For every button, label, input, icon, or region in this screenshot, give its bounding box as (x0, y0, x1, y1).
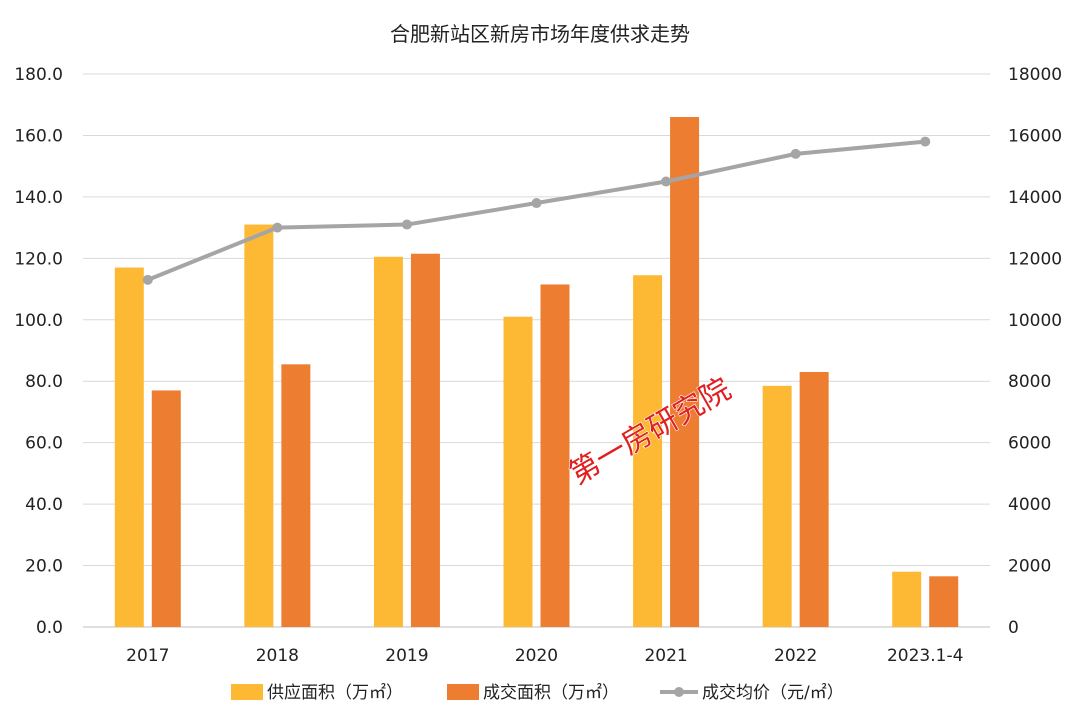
price-point (142, 274, 153, 285)
sales-bar (540, 284, 570, 627)
legend-swatch (447, 684, 479, 700)
x-tick-label: 2018 (256, 646, 299, 666)
y-right-tick-label: 16000 (1008, 126, 1062, 146)
y-left-tick-label: 60.0 (25, 434, 63, 454)
chart-title: 合肥新站区新房市场年度供求走势 (390, 22, 690, 46)
x-tick-label: 2019 (385, 646, 428, 666)
legend: 供应面积（万㎡） 成交面积（万㎡） 成交均价（元/㎡） (231, 683, 844, 703)
price-point (401, 219, 412, 230)
y-right-tick-label: 2000 (1008, 557, 1051, 577)
sales-bar (670, 117, 700, 627)
y-right-tick-label: 14000 (1008, 188, 1062, 208)
x-tick-label: 2022 (774, 646, 817, 666)
y-right-tick-label: 12000 (1008, 249, 1062, 269)
legend-label: 成交面积（万㎡） (483, 683, 619, 703)
y-left-tick-label: 180.0 (14, 65, 63, 85)
sales-bar (410, 253, 440, 627)
legend-swatch (231, 684, 263, 700)
y-right-tick-label: 10000 (1008, 311, 1062, 331)
y-left-tick-label: 80.0 (25, 372, 63, 392)
gridlines (83, 73, 990, 628)
y-right-tick-label: 4000 (1008, 495, 1051, 515)
supply-bar (892, 571, 922, 627)
y-left-tick-label: 0.0 (36, 618, 63, 638)
sales-bar (281, 364, 311, 627)
x-tick-label: 2017 (126, 646, 169, 666)
x-tick-label: 2021 (644, 646, 687, 666)
y-left-tick-label: 20.0 (25, 557, 63, 577)
sales-bar (929, 576, 959, 627)
price-point (790, 148, 801, 159)
y-right-tick-label: 0 (1008, 618, 1019, 638)
x-tick-label: 2023.1-4 (887, 646, 963, 666)
supply-bar (633, 275, 663, 627)
y-right-tick-label: 18000 (1008, 65, 1062, 85)
legend-item-supply: 供应面积（万㎡） (231, 683, 403, 703)
y-left-tick-label: 140.0 (14, 188, 63, 208)
legend-label: 供应面积（万㎡） (267, 683, 403, 703)
bars (114, 117, 959, 628)
supply-bar (244, 224, 274, 628)
price-point (531, 198, 542, 209)
y-right-tick-label: 6000 (1008, 434, 1051, 454)
legend-label: 成交均价（元/㎡） (702, 683, 844, 703)
supply-bar (373, 256, 403, 627)
sales-bar (799, 372, 829, 627)
legend-item-price: 成交均价（元/㎡） (660, 683, 844, 703)
y-right-tick-label: 8000 (1008, 372, 1051, 392)
sales-bar (151, 390, 181, 627)
y-left-tick-label: 120.0 (14, 249, 63, 269)
legend-swatch-dot (674, 687, 684, 697)
axes: 0.0 20.0 40.0 60.0 80.0 100.0 120.0 140.0 160.0 1… (14, 65, 1062, 666)
price-point (661, 176, 672, 187)
y-left-tick-label: 160.0 (14, 126, 63, 146)
y-left-tick-label: 40.0 (25, 495, 63, 515)
supply-bar (503, 316, 533, 627)
supply-bar (114, 267, 144, 627)
price-point (920, 136, 931, 147)
legend-item-sales: 成交面积（万㎡） (447, 683, 619, 703)
x-tick-label: 2020 (515, 646, 558, 666)
y-left-tick-label: 100.0 (14, 311, 63, 331)
price-line (142, 136, 931, 285)
price-point (272, 222, 283, 233)
supply-bar (762, 385, 792, 627)
